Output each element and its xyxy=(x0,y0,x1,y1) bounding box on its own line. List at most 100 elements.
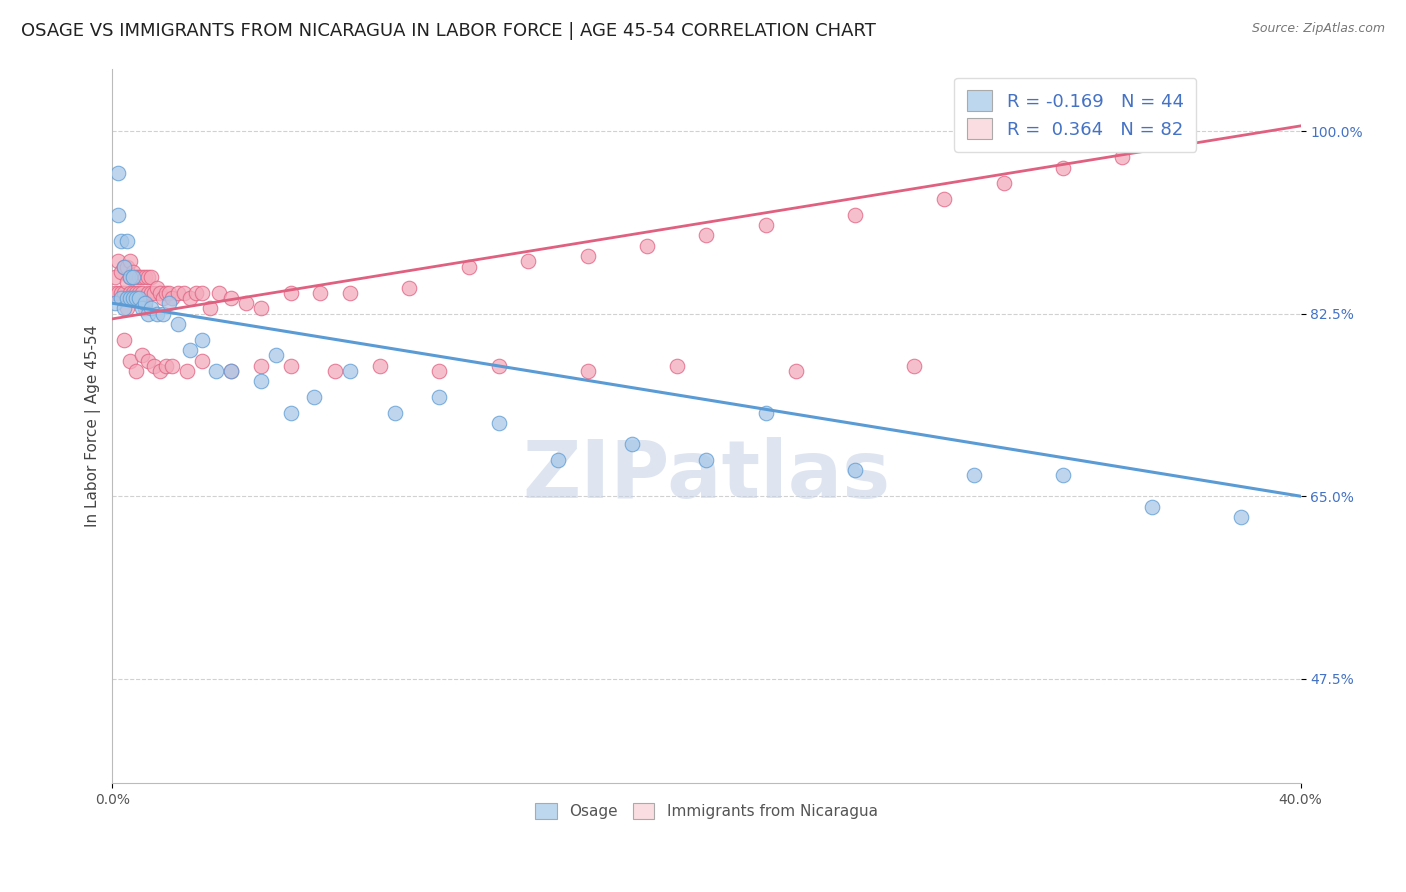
Point xyxy=(110,265,132,279)
Point xyxy=(205,364,228,378)
Point xyxy=(125,364,148,378)
Point xyxy=(457,260,479,274)
Point xyxy=(190,333,212,347)
Point xyxy=(755,406,778,420)
Point xyxy=(1140,500,1163,514)
Point xyxy=(160,291,183,305)
Point xyxy=(134,270,156,285)
Point xyxy=(110,285,132,300)
Point xyxy=(1052,161,1074,175)
Point xyxy=(117,291,139,305)
Point xyxy=(139,301,162,316)
Point xyxy=(190,353,212,368)
Point xyxy=(152,307,174,321)
Point xyxy=(139,270,162,285)
Point xyxy=(636,239,658,253)
Point xyxy=(695,452,717,467)
Point xyxy=(176,364,198,378)
Point xyxy=(309,285,332,300)
Point xyxy=(125,291,148,305)
Point xyxy=(963,468,986,483)
Point xyxy=(112,260,135,274)
Point xyxy=(152,291,174,305)
Point xyxy=(250,375,273,389)
Point xyxy=(166,317,188,331)
Point xyxy=(120,254,142,268)
Point xyxy=(844,463,866,477)
Point xyxy=(665,359,688,373)
Point xyxy=(143,285,166,300)
Point xyxy=(149,285,172,300)
Point xyxy=(427,390,450,404)
Point xyxy=(368,359,391,373)
Point xyxy=(208,285,231,300)
Point xyxy=(146,307,169,321)
Point xyxy=(155,359,177,373)
Point xyxy=(107,254,129,268)
Point xyxy=(844,208,866,222)
Point xyxy=(184,285,207,300)
Point xyxy=(1052,468,1074,483)
Point xyxy=(110,291,132,305)
Y-axis label: In Labor Force | Age 45-54: In Labor Force | Age 45-54 xyxy=(86,325,101,527)
Point xyxy=(280,406,302,420)
Point xyxy=(112,333,135,347)
Point xyxy=(120,353,142,368)
Point xyxy=(104,296,127,310)
Point xyxy=(122,265,145,279)
Point xyxy=(134,301,156,316)
Point xyxy=(264,348,287,362)
Point xyxy=(117,234,139,248)
Point xyxy=(122,285,145,300)
Point xyxy=(136,270,159,285)
Point xyxy=(131,301,153,316)
Point xyxy=(136,285,159,300)
Point xyxy=(785,364,807,378)
Point xyxy=(398,280,420,294)
Point xyxy=(117,260,139,274)
Point xyxy=(339,364,361,378)
Point xyxy=(304,390,326,404)
Point xyxy=(547,452,569,467)
Point xyxy=(112,260,135,274)
Legend: Osage, Immigrants from Nicaragua: Osage, Immigrants from Nicaragua xyxy=(529,797,883,825)
Point xyxy=(149,364,172,378)
Point xyxy=(122,270,145,285)
Point xyxy=(280,359,302,373)
Point xyxy=(120,291,142,305)
Point xyxy=(136,353,159,368)
Point xyxy=(219,291,242,305)
Point xyxy=(488,359,510,373)
Point xyxy=(107,166,129,180)
Text: Source: ZipAtlas.com: Source: ZipAtlas.com xyxy=(1251,22,1385,36)
Point xyxy=(104,270,127,285)
Point xyxy=(621,437,644,451)
Point xyxy=(157,285,180,300)
Point xyxy=(932,192,955,206)
Point xyxy=(993,176,1015,190)
Point xyxy=(488,416,510,430)
Point xyxy=(323,364,346,378)
Text: ZIPatlas: ZIPatlas xyxy=(523,437,890,515)
Point xyxy=(117,301,139,316)
Point xyxy=(427,364,450,378)
Point xyxy=(128,291,150,305)
Point xyxy=(250,301,273,316)
Point xyxy=(120,285,142,300)
Point xyxy=(179,291,201,305)
Point xyxy=(166,285,188,300)
Point xyxy=(107,208,129,222)
Point xyxy=(117,276,139,290)
Point xyxy=(190,285,212,300)
Point xyxy=(128,285,150,300)
Point xyxy=(695,228,717,243)
Point xyxy=(112,301,135,316)
Point xyxy=(155,285,177,300)
Point xyxy=(120,270,142,285)
Point xyxy=(107,285,129,300)
Text: OSAGE VS IMMIGRANTS FROM NICARAGUA IN LABOR FORCE | AGE 45-54 CORRELATION CHART: OSAGE VS IMMIGRANTS FROM NICARAGUA IN LA… xyxy=(21,22,876,40)
Point xyxy=(1111,150,1133,164)
Point xyxy=(339,285,361,300)
Point xyxy=(219,364,242,378)
Point xyxy=(903,359,925,373)
